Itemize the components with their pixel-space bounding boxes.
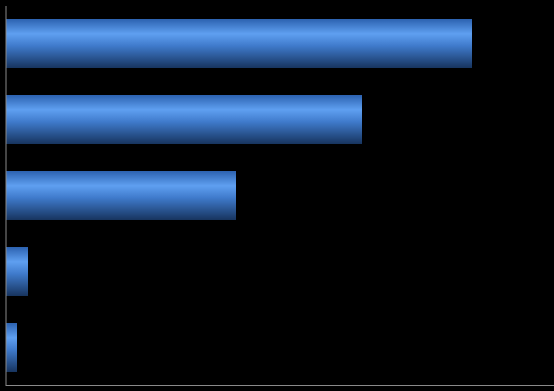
bar <box>6 171 236 220</box>
bar <box>6 19 472 68</box>
bar <box>6 323 17 372</box>
bar <box>6 95 362 144</box>
bar <box>6 247 28 296</box>
